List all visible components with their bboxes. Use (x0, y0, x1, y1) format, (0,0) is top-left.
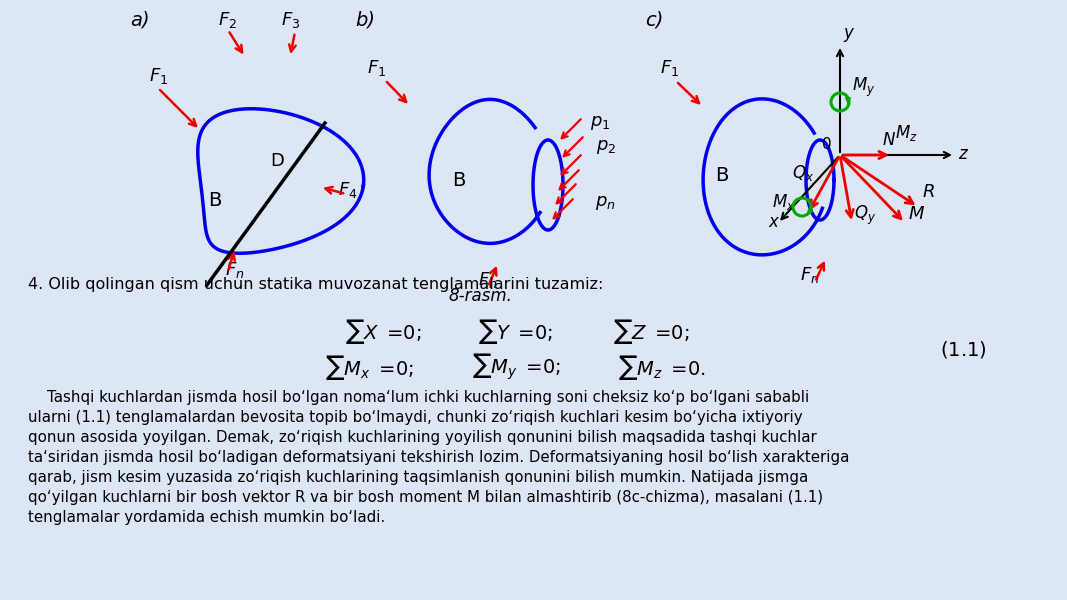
Text: $R$: $R$ (922, 183, 935, 201)
Text: B: B (715, 166, 729, 185)
Text: $\sum M_z\;=\!0.$: $\sum M_z\;=\!0.$ (618, 352, 705, 382)
Text: $\sum Y\;=\!0;$: $\sum Y\;=\!0;$ (478, 317, 553, 346)
Text: $p_2$: $p_2$ (596, 138, 617, 156)
Text: B: B (208, 191, 221, 210)
Text: Tashqi kuchlardan jismda hosil bo‘lgan noma‘lum ichki kuchlarning soni cheksiz k: Tashqi kuchlardan jismda hosil bo‘lgan n… (28, 390, 809, 405)
Text: ta‘siridan jismda hosil bo‘ladigan deformatsiyani tekshirish lozim. Deformatsiya: ta‘siridan jismda hosil bo‘ladigan defor… (28, 450, 849, 465)
Text: $F_n$: $F_n$ (800, 265, 819, 285)
Text: $F_2$: $F_2$ (218, 10, 237, 30)
Text: $\sum M_y\;=\!0;$: $\sum M_y\;=\!0;$ (472, 352, 561, 382)
Text: $F_3$: $F_3$ (281, 10, 300, 30)
Text: b): b) (355, 11, 375, 30)
Text: 8-rasm.: 8-rasm. (448, 287, 512, 305)
Text: $N$: $N$ (882, 131, 896, 149)
Text: $\sum M_x\;=\!0;$: $\sum M_x\;=\!0;$ (325, 352, 414, 382)
Text: $M_z$: $M_z$ (895, 123, 918, 143)
Text: $(1.1)$: $(1.1)$ (940, 339, 987, 360)
Text: c): c) (644, 11, 664, 30)
Text: $F_1$: $F_1$ (367, 58, 386, 78)
Text: 4. Olib qolingan qism uchun statika muvozanat tenglamalarini tuzamiz:: 4. Olib qolingan qism uchun statika muvo… (28, 277, 603, 292)
Text: $M$: $M$ (908, 205, 925, 223)
Text: $Q_y$: $Q_y$ (854, 204, 876, 227)
Text: ularni (1.1) tenglamalardan bevosita topib bo‘lmaydi, chunki zo‘riqish kuchlari : ularni (1.1) tenglamalardan bevosita top… (28, 410, 802, 425)
Text: $\sum Z\;=\!0;$: $\sum Z\;=\!0;$ (614, 317, 689, 346)
Text: qo‘yilgan kuchlarni bir bosh vektor R va bir bosh moment M bilan almashtirib (8c: qo‘yilgan kuchlarni bir bosh vektor R va… (28, 490, 823, 505)
Text: $F_1$: $F_1$ (149, 66, 169, 86)
Text: $p_1$: $p_1$ (590, 114, 610, 132)
Text: $M_x$: $M_x$ (773, 192, 795, 212)
Text: $p_n$: $p_n$ (595, 194, 616, 212)
Text: y: y (843, 24, 853, 42)
Text: x: x (768, 213, 778, 231)
Text: $F_n$: $F_n$ (478, 270, 497, 290)
Text: z: z (958, 145, 967, 163)
Text: $F_1$: $F_1$ (660, 58, 680, 78)
Text: $F_n$: $F_n$ (225, 260, 244, 280)
Text: $\sum X\;=\!0;$: $\sum X\;=\!0;$ (345, 317, 421, 346)
Text: a): a) (130, 11, 149, 30)
Text: $Q_x$: $Q_x$ (792, 163, 814, 183)
Text: tenglamalar yordamida echish mumkin bo‘ladi.: tenglamalar yordamida echish mumkin bo‘l… (28, 510, 385, 525)
Text: $M_y$: $M_y$ (853, 76, 875, 99)
Text: $F_4$: $F_4$ (338, 180, 357, 200)
Text: qonun asosida yoyilgan. Demak, zo‘riqish kuchlarining yoyilish qonunini bilish m: qonun asosida yoyilgan. Demak, zo‘riqish… (28, 430, 816, 445)
Text: qarab, jism kesim yuzasida zo‘riqish kuchlarining taqsimlanish qonunini bilish m: qarab, jism kesim yuzasida zo‘riqish kuc… (28, 470, 808, 485)
Text: 0: 0 (822, 137, 831, 152)
Text: D: D (270, 152, 284, 170)
Text: B: B (452, 171, 465, 190)
